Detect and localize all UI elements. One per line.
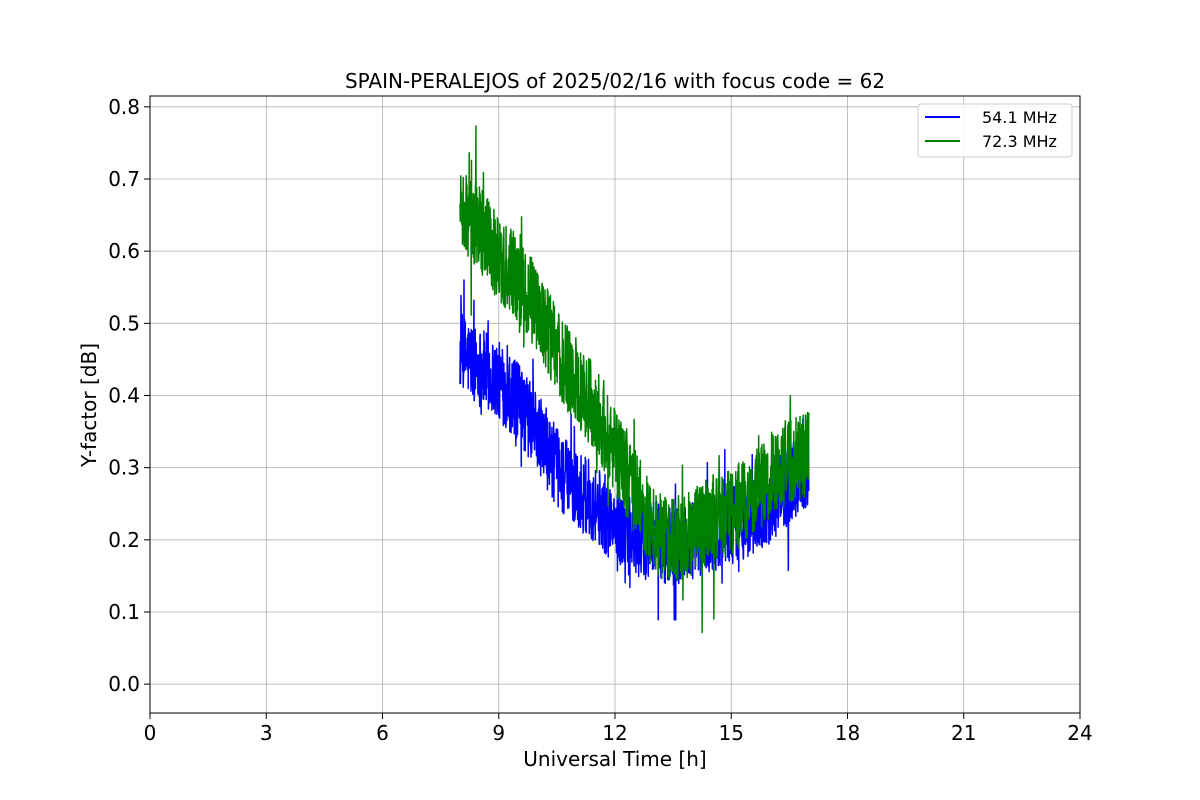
x-tick-label: 12 bbox=[602, 721, 627, 745]
x-tick-label: 9 bbox=[492, 721, 505, 745]
y-tick-label: 0.5 bbox=[108, 311, 140, 335]
y-axis-label: Y-factor [dB] bbox=[77, 343, 101, 468]
x-tick-label: 21 bbox=[951, 721, 976, 745]
x-axis-ticks: 0 3 6 9 12 15 18 21 24 bbox=[144, 713, 1093, 745]
y-tick-label: 0.6 bbox=[108, 239, 140, 263]
y-tick-label: 0.0 bbox=[108, 672, 140, 696]
x-tick-label: 18 bbox=[835, 721, 860, 745]
y-tick-label: 0.8 bbox=[108, 95, 140, 119]
series-lines bbox=[459, 125, 810, 634]
y-tick-label: 0.7 bbox=[108, 167, 140, 191]
y-axis-ticks: 0.0 0.1 0.2 0.3 0.4 0.5 0.6 0.7 0.8 bbox=[108, 95, 150, 696]
series-line-54-1-mhz bbox=[459, 279, 810, 621]
legend-label-54mhz: 54.1 MHz bbox=[982, 108, 1057, 127]
y-tick-label: 0.3 bbox=[108, 456, 140, 480]
legend-label-72mhz: 72.3 MHz bbox=[982, 132, 1057, 151]
y-tick-label: 0.4 bbox=[108, 383, 140, 407]
legend: 54.1 MHz 72.3 MHz bbox=[917, 103, 1073, 158]
chart-title: SPAIN-PERALEJOS of 2025/02/16 with focus… bbox=[345, 69, 885, 93]
x-tick-label: 3 bbox=[260, 721, 273, 745]
x-axis-label: Universal Time [h] bbox=[523, 747, 706, 771]
x-tick-label: 15 bbox=[719, 721, 744, 745]
x-tick-label: 6 bbox=[376, 721, 389, 745]
x-tick-label: 0 bbox=[144, 721, 157, 745]
series-line-72-3-mhz bbox=[459, 125, 810, 634]
y-tick-label: 0.1 bbox=[108, 600, 140, 624]
y-tick-label: 0.2 bbox=[108, 528, 140, 552]
x-tick-label: 24 bbox=[1067, 721, 1092, 745]
